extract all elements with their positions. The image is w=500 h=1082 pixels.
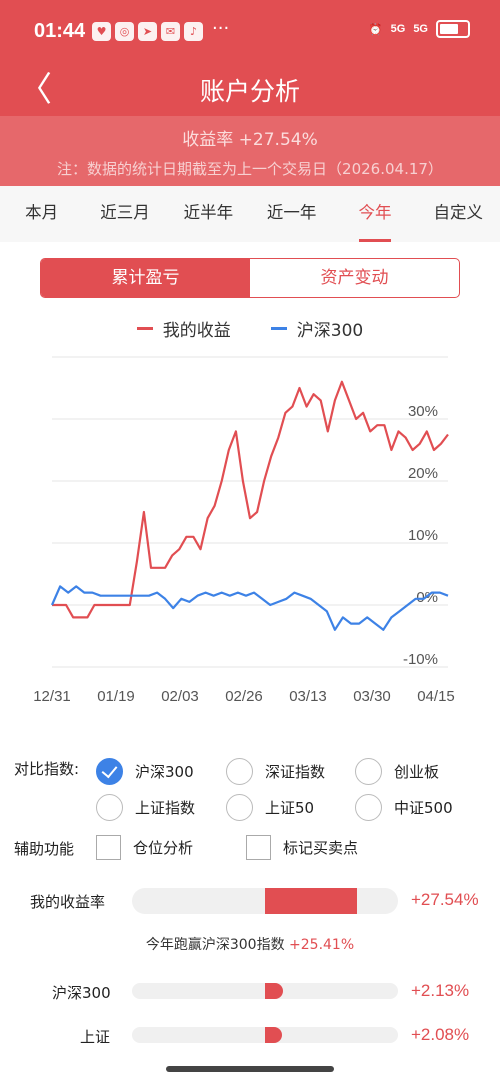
- title-bar: 〈 账户分析: [0, 64, 500, 116]
- checkbox-trade-marks[interactable]: 标记买卖点: [246, 835, 358, 860]
- bar-fill: [265, 983, 283, 999]
- radio-label: 上证指数: [135, 799, 196, 817]
- tab-6-months[interactable]: 近半年: [183, 203, 234, 222]
- tab-1-year[interactable]: 近一年: [266, 203, 317, 222]
- radio-circle-icon: [226, 794, 253, 821]
- legend-label: 沪深300: [296, 321, 364, 341]
- back-button[interactable]: 〈: [18, 70, 52, 110]
- hs300-bar: [132, 983, 398, 999]
- y-tick-label: 30%: [408, 403, 438, 420]
- radio-circle-icon: [355, 758, 382, 785]
- checkbox-label: 仓位分析: [133, 839, 194, 857]
- bar-fill: [265, 1027, 283, 1043]
- tab-custom[interactable]: 自定义: [433, 203, 484, 222]
- chart-legend: 我的收益 沪深300: [0, 316, 500, 341]
- checkbox-icon: [246, 835, 271, 860]
- radio-label: 深证指数: [265, 763, 326, 781]
- view-switch: 累计盈亏 资产变动: [40, 258, 460, 298]
- radio-label: 创业板: [394, 763, 440, 781]
- radio-label: 沪深300: [135, 763, 194, 781]
- radio-cyb[interactable]: 创业板: [355, 758, 439, 785]
- radio-circle-icon: [355, 794, 382, 821]
- x-tick-label: 02/03: [161, 688, 199, 705]
- radio-circle-icon: [96, 794, 123, 821]
- x-tick-label: 02/26: [225, 688, 263, 705]
- hs300-label: 沪深300: [52, 984, 111, 1002]
- page-title: 账户分析: [199, 77, 300, 106]
- sh-label: 上证: [80, 1028, 111, 1046]
- x-tick-label: 03/13: [289, 688, 327, 705]
- radio-circle-icon: [226, 758, 253, 785]
- radio-label: 中证500: [394, 799, 453, 817]
- app-icon: ◎: [115, 22, 134, 41]
- summary-banner: 收益率 +27.54% 注：数据的统计日期截至为上一个交易日（2026.04.1…: [0, 116, 500, 186]
- return-rate: 收益率 +27.54%: [182, 130, 318, 150]
- tab-month[interactable]: 本月: [25, 203, 59, 222]
- x-tick-label: 12/31: [33, 688, 71, 705]
- y-tick-label: 20%: [408, 465, 438, 482]
- system-icons: ⏰ 5G 5G: [369, 20, 470, 38]
- hs300-value: +2.13%: [411, 981, 470, 1000]
- tab-3-months[interactable]: 近三月: [100, 203, 150, 222]
- app-icon: ♥: [92, 22, 111, 41]
- bar-fill: [265, 888, 357, 914]
- alarm-icon: ⏰: [368, 23, 383, 36]
- beat-label: 今年跑赢沪深300指数: [145, 937, 285, 953]
- app-icon: ➤: [138, 22, 157, 41]
- more-notifications: ···: [212, 18, 230, 39]
- beat-index-text: 今年跑赢沪深300指数 +25.41%: [0, 934, 500, 954]
- legend-mine: 我的收益: [136, 316, 231, 341]
- period-tabs: 本月 近三月 近半年 近一年 今年 自定义: [0, 186, 500, 242]
- check-icon: [96, 758, 123, 785]
- radio-zz500[interactable]: 中证500: [355, 794, 453, 821]
- x-tick-label: 04/15: [417, 688, 455, 705]
- clock: 01:44: [34, 20, 86, 42]
- asset-change-tab[interactable]: 资产变动: [320, 268, 389, 288]
- mine-rate-bar: [132, 888, 398, 914]
- radio-hs300[interactable]: 沪深300: [96, 758, 194, 785]
- return-chart: 30%20%10%0%-10%12/31 01/19 02/03 02/26 03/13…: [33, 356, 455, 705]
- x-tick-label: 03/30: [353, 688, 391, 705]
- beat-value: +25.41%: [289, 937, 355, 953]
- radio-szzhi[interactable]: 上证指数: [96, 794, 195, 821]
- y-tick-label: -10%: [403, 651, 438, 668]
- signal-icon: 5G: [390, 23, 406, 35]
- checkbox-label: 标记买卖点: [283, 839, 359, 857]
- sh-bar: [132, 1027, 398, 1043]
- legend-swatch: [136, 327, 153, 330]
- legend-label: 我的收益: [162, 321, 231, 341]
- checkbox-icon: [96, 835, 121, 860]
- radio-sz50[interactable]: 上证50: [226, 794, 314, 821]
- home-indicator[interactable]: [166, 1066, 334, 1072]
- signal-icon: 5G: [413, 23, 428, 35]
- aux-label: 辅助功能: [14, 840, 75, 858]
- mine-rate-label: 我的收益率: [30, 893, 106, 911]
- y-tick-label: 10%: [408, 527, 438, 544]
- notification-icons: ♥ ◎ ➤ ✉ ♪: [92, 22, 203, 41]
- radio-szzs[interactable]: 深证指数: [226, 758, 325, 785]
- series-line-hs300: [50, 585, 449, 631]
- series-line-mine: [52, 380, 449, 619]
- status-bar: 01:44 ♥ ◎ ➤ ✉ ♪ ··· ⏰ 5G 5G: [0, 0, 500, 64]
- sh-value: +2.08%: [411, 1025, 470, 1044]
- app-icon: ✉: [161, 22, 180, 41]
- x-tick-label: 01/19: [97, 688, 135, 705]
- checkbox-position[interactable]: 仓位分析: [96, 835, 193, 860]
- date-note: 注：数据的统计日期截至为上一个交易日（2026.04.17）: [57, 160, 443, 178]
- cumulative-pnl-tab[interactable]: 累计盈亏: [41, 259, 250, 297]
- tab-this-year[interactable]: 今年: [333, 186, 416, 242]
- mine-rate-value: +27.54%: [411, 890, 479, 909]
- radio-label: 上证50: [265, 799, 315, 817]
- battery-icon: [436, 20, 470, 38]
- compare-label: 对比指数:: [14, 760, 80, 778]
- app-icon: ♪: [184, 22, 203, 41]
- legend-swatch: [270, 327, 287, 330]
- legend-index: 沪深300: [270, 316, 364, 341]
